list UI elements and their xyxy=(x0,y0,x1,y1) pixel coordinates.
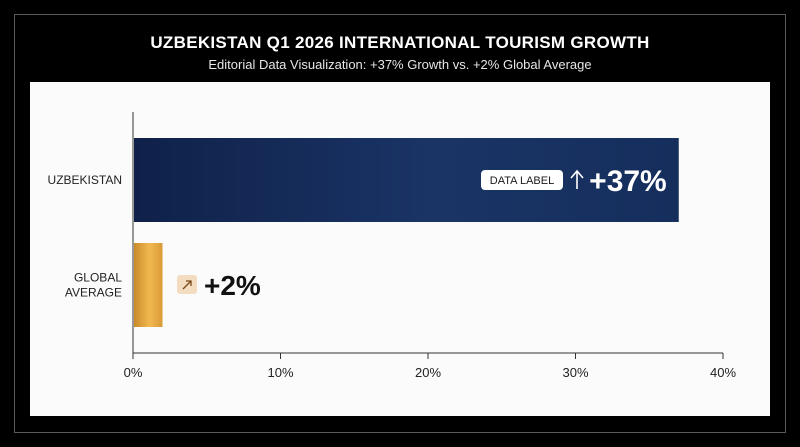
bar-1 xyxy=(134,243,163,327)
category-label: AVERAGE xyxy=(65,286,122,300)
x-tick-label: 30% xyxy=(562,365,588,380)
data-label-badge-text: DATA LABEL xyxy=(490,175,554,187)
category-label: GLOBAL xyxy=(74,271,122,285)
x-tick-label: 0% xyxy=(124,365,143,380)
chart-title: UZBEKISTAN Q1 2026 INTERNATIONAL TOURISM… xyxy=(150,33,650,52)
chart-subtitle: Editorial Data Visualization: +37% Growt… xyxy=(208,57,592,72)
category-label: UZBEKISTAN xyxy=(48,173,122,187)
data-label-global-average: +2% xyxy=(204,270,261,301)
x-tick-label: 40% xyxy=(710,365,736,380)
data-label-uzbekistan: +37% xyxy=(589,165,667,198)
arrow-up-icon xyxy=(570,169,584,189)
arrow-up-right-icon xyxy=(182,280,192,290)
bar-0 xyxy=(134,138,679,222)
x-tick-label: 10% xyxy=(267,365,293,380)
data-label-badge xyxy=(481,170,563,190)
x-tick-label: 20% xyxy=(415,365,441,380)
chart-frame xyxy=(14,14,786,433)
